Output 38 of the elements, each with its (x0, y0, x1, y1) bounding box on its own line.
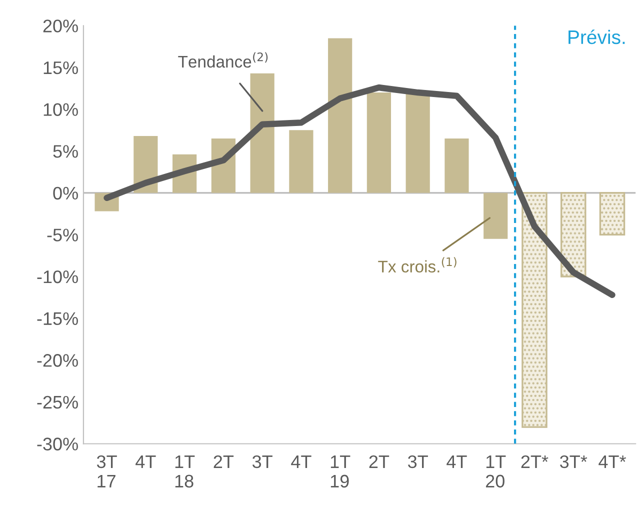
bar (366, 92, 392, 193)
y-tick-label: -20% (37, 354, 78, 367)
x-tick-label: 2T (369, 455, 390, 468)
annotation: Tendance$^{(2)}$ (178, 52, 268, 68)
x-tick-label: 4T (291, 456, 312, 468)
bar (599, 192, 626, 236)
x-tick-label: 3T 17 (96, 455, 117, 488)
y-tick-label: -30% (37, 438, 78, 450)
annotation: Prévis. (568, 30, 625, 44)
y-tick-label: 0% (53, 186, 78, 200)
bar (522, 192, 548, 428)
x-tick-label: 4T (136, 456, 156, 468)
y-tick-label: -10% (37, 270, 78, 284)
bar (250, 73, 274, 193)
y-tick-label: 15% (44, 61, 78, 74)
annotation: Tx crois.$^{(1)}$ (378, 257, 456, 273)
bar (289, 130, 314, 193)
x-tick-label: 4T* (598, 456, 626, 468)
y-tick-label: -5% (47, 228, 78, 242)
x-tick-label: 4T (446, 456, 467, 468)
x-tick-label: 1T 18 (175, 456, 195, 488)
y-tick-label: -15% (37, 312, 78, 326)
x-tick-label: 2T (214, 455, 234, 468)
x-tick-label: 3T (408, 455, 428, 468)
x-tick-label: 3T (252, 455, 272, 468)
x-tick-label: 3T* (560, 455, 588, 468)
y-tick-label: 5% (53, 145, 78, 158)
bar (406, 92, 430, 193)
y-tick-label: -25% (37, 396, 78, 409)
x-tick-label: 2T* (521, 455, 548, 468)
bar (484, 192, 508, 239)
y-tick-label: 20% (43, 20, 78, 32)
y-tick-label: 10% (44, 103, 78, 116)
x-tick-label: 1T 20 (486, 456, 506, 488)
bar (560, 192, 586, 278)
bar (444, 138, 469, 193)
x-tick-label: 1T 19 (330, 456, 350, 488)
bar (328, 38, 352, 193)
